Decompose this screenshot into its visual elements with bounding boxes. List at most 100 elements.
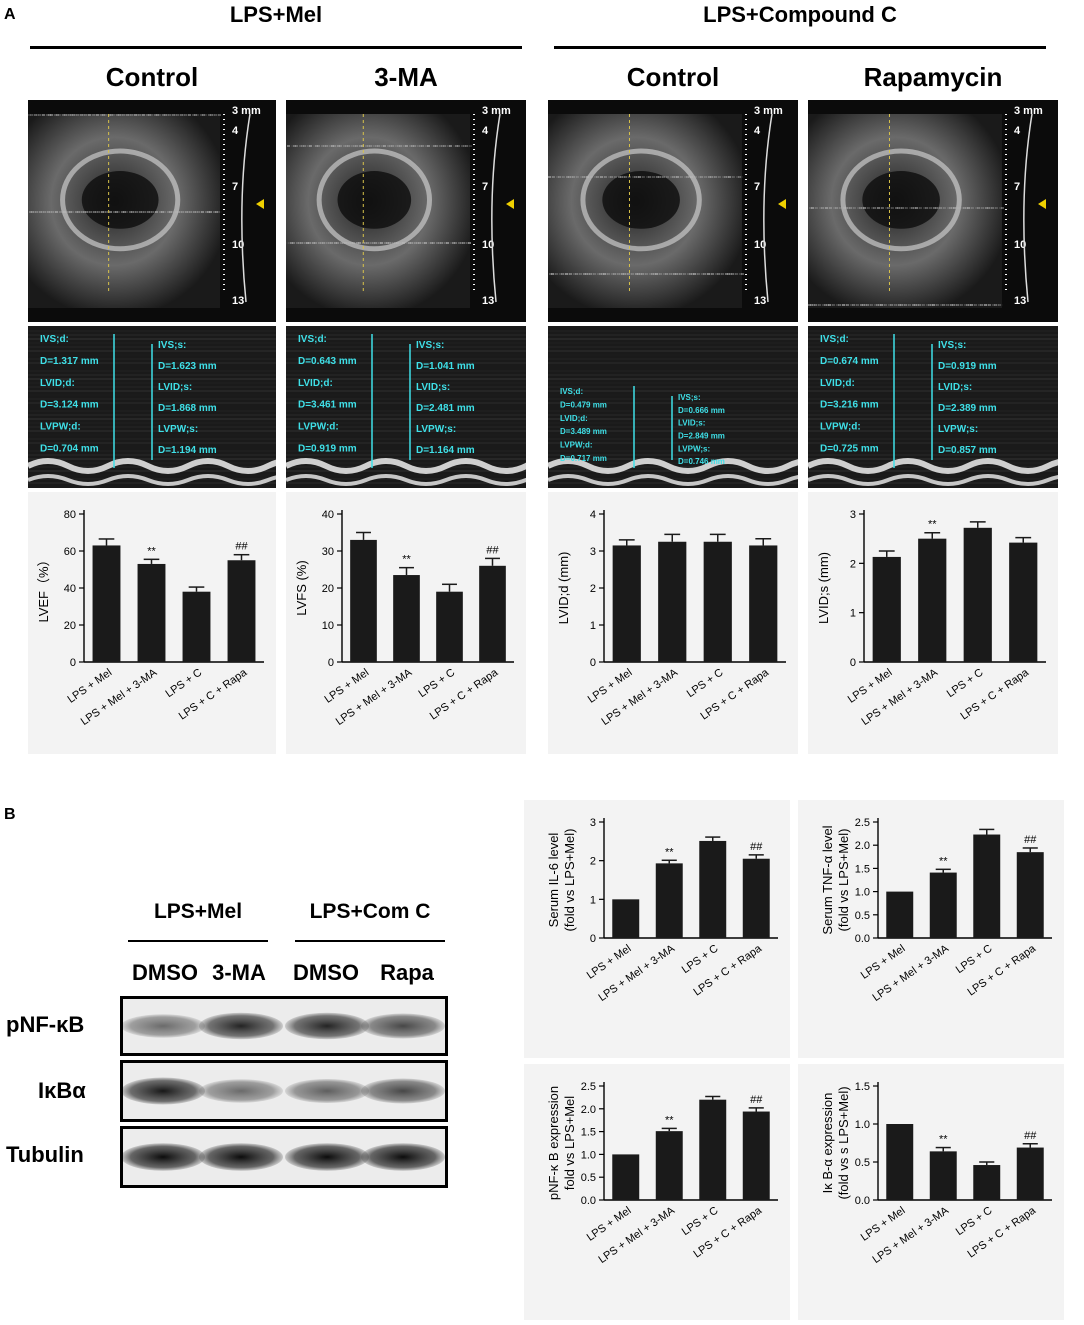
y-axis-label: Serum TNF-α level <box>820 825 835 934</box>
wb-group-lps-com-c: LPS+Com C <box>309 900 431 923</box>
y-tick-label: 1 <box>850 608 856 620</box>
y-tick-label: 3 <box>850 509 856 521</box>
y-tick-label: 80 <box>64 509 76 521</box>
measurement-left: D=3.124 mm <box>40 400 99 411</box>
wb-band <box>121 1014 205 1038</box>
measurement-right: D=2.849 mm <box>678 432 725 441</box>
significance-marker: ** <box>939 1134 948 1146</box>
measurement-left: LVID;d: <box>820 378 855 389</box>
wb-band <box>361 1013 445 1039</box>
bar <box>227 560 256 662</box>
bmode-image-control-2: 3 mm 4 7 10 13 <box>548 100 798 322</box>
y-tick-label: 60 <box>64 546 76 558</box>
measurement-right: D=1.164 mm <box>416 445 475 456</box>
y-tick-label: 40 <box>322 509 334 521</box>
x-tick-label: LPS + Mel + 3-MA <box>79 666 160 728</box>
measurement-left: LVID;d: <box>298 378 333 389</box>
y-tick-label: 20 <box>322 583 334 595</box>
measurement-left: LVID;d: <box>40 378 75 389</box>
wb-row-label-ikba: IκBα <box>38 1078 86 1103</box>
depth-label: 10 <box>754 239 766 251</box>
depth-label: 3 mm <box>754 105 783 117</box>
measurement-right: IVS;s: <box>938 340 966 351</box>
significance-marker: ## <box>750 841 763 853</box>
chart-pnfkb-expression: 0.0 0.5 1.0 1.5 2.0 2.5 pNF-κ B expression fold… <box>546 1081 778 1266</box>
bar <box>742 1111 770 1200</box>
depth-label: 7 <box>1014 181 1020 193</box>
wb-band <box>199 1079 283 1103</box>
mmode-image-3ma: IVS;d: D=0.643 mm LVID;d: D=3.461 mm LVPW;d:… <box>286 326 526 488</box>
y-tick-label: 1.5 <box>855 1081 870 1093</box>
wb-row-label-tubulin: Tubulin <box>6 1142 84 1167</box>
y-axis-label-2: (fold vs LPS+Mel) <box>836 829 851 932</box>
depth-label: 3 mm <box>482 105 511 117</box>
measurement-right: LVID;s: <box>938 382 972 393</box>
panel-letter-a: A <box>4 6 16 23</box>
wb-band <box>199 1143 283 1171</box>
y-tick-label: 2 <box>850 558 856 570</box>
measurement-right: IVS;s: <box>158 340 186 351</box>
y-tick-label: 1 <box>590 894 596 906</box>
wb-bands-tubulin <box>121 1143 445 1171</box>
bar <box>655 863 683 938</box>
y-tick-label: 1.5 <box>855 863 870 875</box>
wb-group-rule-2 <box>295 940 445 942</box>
significance-marker: ** <box>939 855 948 867</box>
group-title-lps-compound-c: LPS+Compound C <box>703 2 897 27</box>
chart-serum-il6: 0 1 2 3 Serum IL-6 level (fold vs LPS+Mel) LPS… <box>546 817 778 1004</box>
bmode-image-control: 3 mm 4 7 10 13 <box>28 100 276 322</box>
significance-marker: ** <box>665 1114 674 1126</box>
x-tick-label: LPS + C <box>685 667 726 701</box>
measurement-right: LVID;s: <box>678 419 705 428</box>
y-tick-label: 2.0 <box>855 840 870 852</box>
wb-group-lps-mel: LPS+Mel <box>153 900 243 923</box>
depth-label: 4 <box>754 125 761 137</box>
measurement-right: D=1.194 mm <box>158 445 217 456</box>
y-tick-label: 0 <box>328 657 334 669</box>
measurement-right: D=0.746 mm <box>678 457 725 466</box>
significance-marker: ## <box>235 541 248 553</box>
y-axis-label: pNF-κ B expression <box>546 1086 561 1200</box>
measurement-left: D=0.919 mm <box>298 443 357 454</box>
depth-label: 7 <box>482 181 488 193</box>
mmode-image-control: IVS;d: D=1.317 mm LVID;d: D=3.124 mm LVPW;d:… <box>28 326 276 488</box>
wb-band <box>285 1079 369 1103</box>
measurement-right: D=0.666 mm <box>678 406 725 415</box>
y-tick-label: 1.0 <box>855 887 870 899</box>
y-tick-label: 0 <box>70 657 76 669</box>
y-tick-label: 0.0 <box>581 1195 596 1207</box>
y-tick-label: 2.0 <box>581 1104 596 1116</box>
x-tick-label: LPS + C <box>680 943 721 977</box>
measurement-left: LVPW;d: <box>40 422 81 433</box>
measurement-left: D=3.461 mm <box>298 400 357 411</box>
wb-band <box>121 1143 205 1171</box>
wb-group-rule-1 <box>128 940 268 942</box>
measurement-right: D=1.623 mm <box>158 361 217 372</box>
x-tick-label: LPS + C <box>954 1205 995 1239</box>
measurement-right: D=1.868 mm <box>158 403 217 414</box>
measurement-right: D=2.481 mm <box>416 403 475 414</box>
chart-bg-lvef: 0 20 40 60 80 LVEF（%） LPS + Mel ** LPS + Mel + 3… <box>28 492 276 754</box>
bar <box>703 541 732 662</box>
mmode-svg-rapamycin: IVS;d: D=0.674 mm LVID;d: D=3.216 mm LVPW;d:… <box>808 330 1058 486</box>
x-tick-label: LPS + Mel + 3-MA <box>599 666 680 728</box>
measurement-left: IVS;d: <box>560 387 583 396</box>
wb-band <box>285 1143 369 1171</box>
significance-marker: ** <box>928 519 937 531</box>
group-rule-lps-mel <box>30 46 522 49</box>
y-tick-label: 0.5 <box>581 1172 596 1184</box>
significance-marker: ## <box>750 1094 763 1106</box>
chart-ikba-expression: 0.0 0.5 1.0 1.5 Iκ B-α expression (fold vs s … <box>820 1081 1052 1266</box>
bar <box>658 541 687 662</box>
y-tick-label: 2.5 <box>581 1081 596 1093</box>
bmode-svg-control: 3 mm 4 7 10 13 <box>28 105 264 308</box>
significance-marker: ** <box>147 545 156 557</box>
measurement-right: LVID;s: <box>158 382 192 393</box>
x-tick-label: LPS + Mel + 3-MA <box>859 666 940 728</box>
chart-serum-tnfa: 0.0 0.5 1.0 1.5 2.0 2.5 Serum TNF-α level (fold… <box>820 817 1052 1004</box>
measurement-left: D=0.674 mm <box>820 356 879 367</box>
measurement-left: LVPW;d: <box>820 422 861 433</box>
significance-marker: ** <box>665 846 674 858</box>
